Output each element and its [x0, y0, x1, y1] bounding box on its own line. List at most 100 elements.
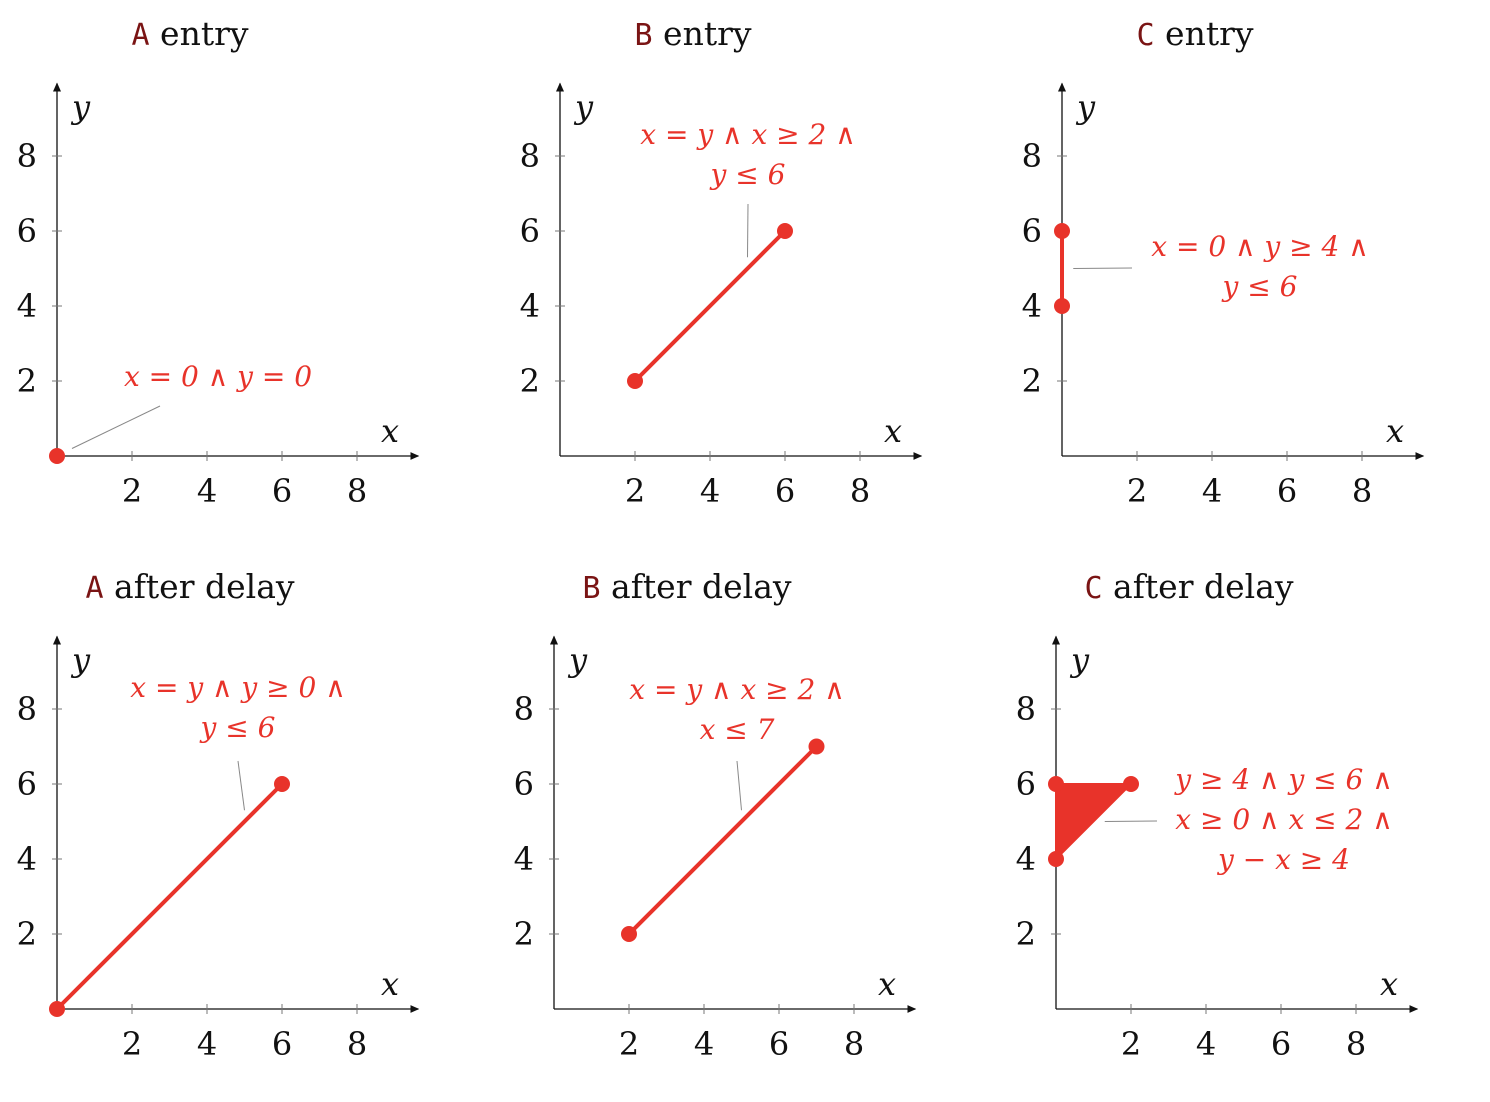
x-axis-label: x [381, 965, 399, 1003]
title-text: entry [1154, 14, 1254, 53]
constraint-label: y ≤ 6 [199, 711, 276, 744]
panel-title: B entry [503, 14, 883, 53]
x-tick-label: 2 [122, 472, 142, 510]
y-tick-label: 6 [514, 765, 534, 803]
title-text: entry [652, 14, 752, 53]
x-tick-label: 6 [272, 472, 292, 510]
constraint-label: y ≤ 6 [709, 158, 786, 191]
zone-vertex [1048, 851, 1064, 867]
constraint-label: y − x ≥ 4 [1216, 843, 1350, 876]
zone-vertex [1048, 776, 1064, 792]
y-tick-label: 4 [17, 287, 37, 325]
zone-vertex [49, 1001, 65, 1017]
title-text: after delay [600, 567, 792, 606]
y-tick-label: 8 [1022, 137, 1042, 175]
location-name: C [1136, 18, 1155, 53]
zone-vertex [1054, 223, 1070, 239]
constraint-label: x ≤ 7 [700, 713, 775, 746]
y-axis-label: y [1075, 88, 1096, 126]
annotation-leader [1104, 820, 1158, 822]
zone-vertex [627, 373, 643, 389]
y-tick-label: 2 [514, 915, 534, 953]
chart-panel: B entry 2 4 6 8 2 4 6 8 x y x = y ∧ x ≥ 2 ∧ y ≤ 6 [503, 0, 943, 530]
y-tick-label: 2 [1022, 362, 1042, 400]
annotation-leader [747, 203, 749, 258]
y-axis-label: y [567, 641, 588, 679]
annotation-leader [736, 760, 742, 811]
annotation-leader [1073, 267, 1133, 269]
zone-vertex [621, 926, 637, 942]
location-name: C [1084, 571, 1103, 606]
zone-segment [55, 782, 284, 1011]
zone-segment [633, 229, 787, 383]
x-axis-label: x [381, 412, 399, 450]
x-tick-label: 8 [347, 472, 367, 510]
y-tick-label: 8 [17, 137, 37, 175]
panel-title: B after delay [497, 567, 877, 606]
y-tick-label: 6 [520, 212, 540, 250]
x-tick-label: 2 [619, 1025, 639, 1063]
y-tick-label: 4 [1022, 287, 1042, 325]
x-tick-label: 2 [122, 1025, 142, 1063]
x-tick-label: 2 [1121, 1025, 1141, 1063]
y-tick-label: 2 [520, 362, 540, 400]
x-axis-label: x [884, 412, 902, 450]
x-tick-label: 2 [625, 472, 645, 510]
zone-segment [627, 745, 818, 936]
annotation-leader [237, 760, 245, 811]
y-axis-label: y [70, 641, 91, 679]
y-tick-label: 8 [514, 690, 534, 728]
chart-panel: B after delay 2 4 6 8 2 4 6 8 x y x = y ∧ x ≥ 2 ∧ x … [497, 553, 937, 1083]
zone-vertex [49, 448, 65, 464]
location-name: B [582, 571, 601, 606]
y-axis-label: y [70, 88, 91, 126]
x-tick-label: 4 [700, 472, 720, 510]
x-axis-label: x [878, 965, 896, 1003]
chart-panel: C after delay 2 4 6 8 2 4 6 8 x y y ≥ 4 ∧ y ≤ 6 ∧ x … [999, 553, 1439, 1083]
constraint-label: x = y ∧ x ≥ 2 ∧ [640, 118, 855, 151]
y-tick-label: 4 [520, 287, 540, 325]
x-tick-label: 6 [1271, 1025, 1291, 1063]
x-tick-label: 8 [850, 472, 870, 510]
title-text: after delay [103, 567, 295, 606]
zone-vertex [1123, 776, 1139, 792]
y-tick-label: 4 [17, 840, 37, 878]
x-axis-label: x [1380, 965, 1398, 1003]
title-text: entry [149, 14, 249, 53]
y-tick-label: 6 [1022, 212, 1042, 250]
constraint-label: y ≤ 6 [1221, 270, 1298, 303]
y-tick-label: 8 [17, 690, 37, 728]
panel-title: A entry [0, 14, 380, 53]
y-tick-label: 2 [1016, 915, 1036, 953]
title-text: after delay [1102, 567, 1294, 606]
y-tick-label: 8 [520, 137, 540, 175]
y-tick-label: 4 [514, 840, 534, 878]
x-tick-label: 6 [775, 472, 795, 510]
constraint-label: x = 0 ∧ y = 0 [124, 360, 312, 393]
chart-panel: A entry 2 4 6 8 2 4 6 8 x y x = 0 ∧ y = 0 [0, 0, 440, 530]
y-axis-label: y [573, 88, 594, 126]
location-name: B [634, 18, 653, 53]
zone-vertex [274, 776, 290, 792]
x-tick-label: 6 [272, 1025, 292, 1063]
x-tick-label: 2 [1127, 472, 1147, 510]
x-tick-label: 4 [694, 1025, 714, 1063]
x-tick-label: 8 [347, 1025, 367, 1063]
x-tick-label: 6 [769, 1025, 789, 1063]
x-tick-label: 4 [197, 472, 217, 510]
y-tick-label: 2 [17, 915, 37, 953]
chart-panel: C entry 2 4 6 8 2 4 6 8 x y x = 0 ∧ y ≥ 4 ∧ y ≤ 6 [1005, 0, 1445, 530]
chart-panel: A after delay 2 4 6 8 2 4 6 8 x y x = y ∧ y ≥ 0 ∧ y … [0, 553, 440, 1083]
y-axis-label: y [1069, 641, 1090, 679]
zone-region [1055, 783, 1134, 862]
zone-vertex [1054, 298, 1070, 314]
x-tick-label: 8 [844, 1025, 864, 1063]
constraint-label: y ≥ 4 ∧ y ≤ 6 ∧ [1173, 763, 1392, 796]
y-tick-label: 4 [1016, 840, 1036, 878]
x-tick-label: 8 [1346, 1025, 1366, 1063]
